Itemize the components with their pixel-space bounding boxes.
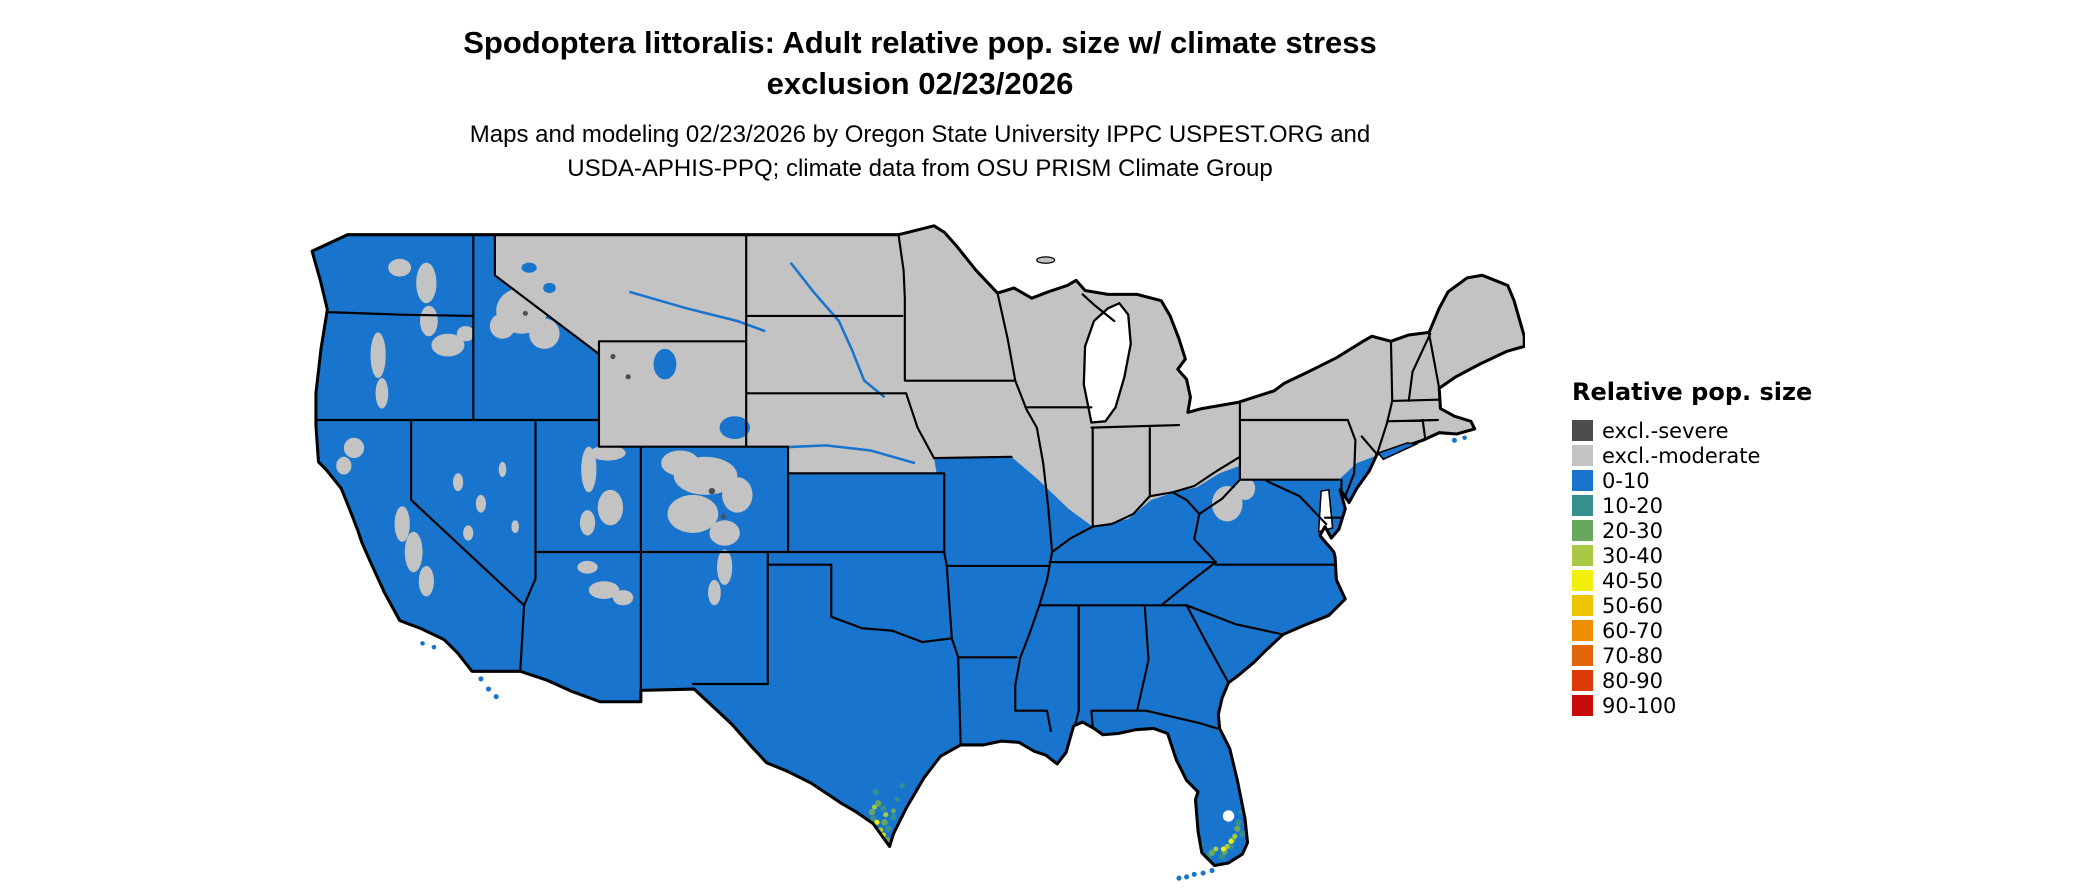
legend-label: 20-30 <box>1602 518 1664 543</box>
legend-swatch <box>1572 520 1593 541</box>
legend-swatch <box>1572 470 1593 491</box>
legend-label: excl.-moderate <box>1602 443 1761 468</box>
legend-item: 60-70 <box>1572 618 1812 643</box>
legend-swatch <box>1572 620 1593 641</box>
legend-title: Relative pop. size <box>1572 378 1813 406</box>
legend: Relative pop. size excl.-severe excl.-mod… <box>1572 378 1812 718</box>
legend-item: 90-100 <box>1572 693 1812 718</box>
exclusion-severe-dots <box>522 310 726 519</box>
legend-label: 10-20 <box>1602 493 1664 518</box>
legend-item: 40-50 <box>1572 568 1812 593</box>
legend-label: 50-60 <box>1602 593 1664 618</box>
legend-label: 90-100 <box>1602 693 1677 718</box>
legend-swatch <box>1572 695 1593 716</box>
subtitle-line-1: Maps and modeling 02/23/2026 by Oregon S… <box>469 121 1371 148</box>
legend-label: 80-90 <box>1602 668 1664 693</box>
valley-population-patches <box>521 262 750 440</box>
title-line-2: exclusion 02/23/2026 <box>766 66 1074 101</box>
legend-swatch <box>1572 595 1593 616</box>
legend-item: 30-40 <box>1572 543 1812 568</box>
legend-label: 60-70 <box>1602 618 1664 643</box>
long-island <box>1377 442 1420 461</box>
legend-item: 70-80 <box>1572 643 1812 668</box>
legend-item: 10-20 <box>1572 493 1812 518</box>
legend-label: 30-40 <box>1602 543 1664 568</box>
legend-label: 0-10 <box>1602 468 1650 493</box>
lake-michigan <box>1082 301 1132 424</box>
river-valley-population-lines <box>629 261 916 465</box>
legend-items: excl.-severe excl.-moderate 0-10 10-20 20-30… <box>1572 418 1812 718</box>
legend-swatch <box>1572 645 1593 666</box>
legend-label: 40-50 <box>1602 568 1664 593</box>
us-map <box>310 224 1525 881</box>
legend-swatch <box>1572 420 1593 441</box>
legend-label: 70-80 <box>1602 643 1664 668</box>
state-borders <box>314 233 1441 747</box>
legend-item: excl.-moderate <box>1572 443 1812 468</box>
lake-okeechobee <box>1222 810 1235 822</box>
legend-swatch <box>1572 495 1593 516</box>
legend-item: 0-10 <box>1572 468 1812 493</box>
legend-item: 20-30 <box>1572 518 1812 543</box>
legend-item: 50-60 <box>1572 593 1812 618</box>
us-outline <box>310 224 1525 868</box>
offshore-features <box>420 256 1467 881</box>
legend-swatch <box>1572 670 1593 691</box>
legend-swatch <box>1572 545 1593 566</box>
florida-keys-dots <box>1176 868 1215 881</box>
legend-item: excl.-severe <box>1572 418 1812 443</box>
title-line-1: Spodoptera littoralis: Adult relative po… <box>463 25 1377 60</box>
isle-royale <box>1036 256 1056 264</box>
legend-item: 80-90 <box>1572 668 1812 693</box>
map-fill-layers <box>312 225 1525 866</box>
legend-label: excl.-severe <box>1602 418 1729 443</box>
legend-swatch <box>1572 445 1593 466</box>
south-florida-population-speckles <box>1197 809 1246 860</box>
legend-swatch <box>1572 570 1593 591</box>
figure-subtitle: Maps and modeling 02/23/2026 by Oregon S… <box>0 118 1840 186</box>
figure-title: Spodoptera littoralis: Adult relative po… <box>0 22 1840 104</box>
coastal-island-dots <box>420 435 1467 700</box>
subtitle-line-2: USDA-APHIS-PPQ; climate data from OSU PR… <box>567 155 1273 182</box>
